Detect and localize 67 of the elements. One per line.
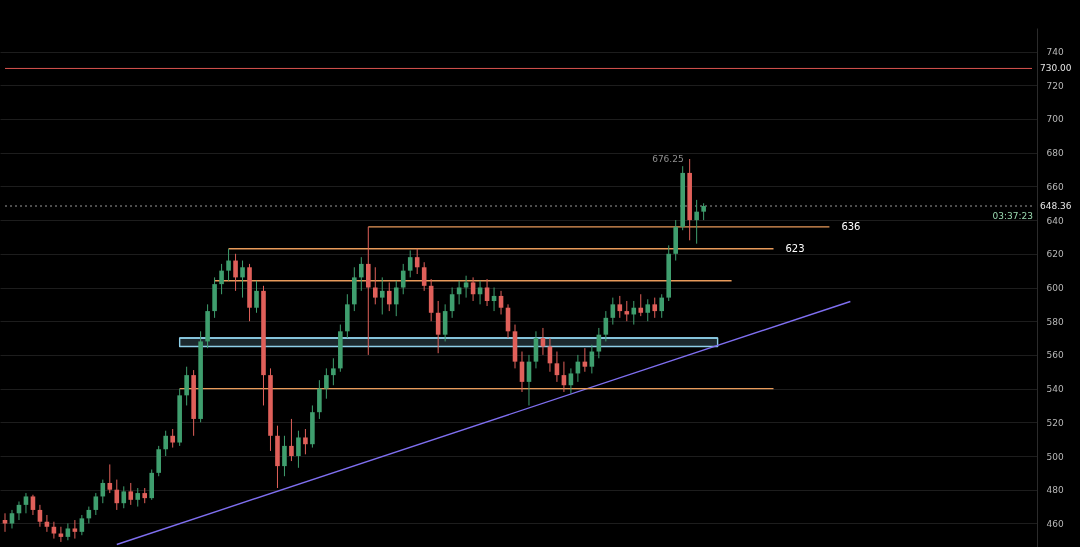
- candlestick: [645, 298, 651, 322]
- annotation: 676.25: [652, 154, 684, 165]
- candlestick: [170, 428, 175, 449]
- y-tick-label: 500: [1046, 451, 1064, 462]
- candlestick: [407, 249, 413, 278]
- candlestick: [156, 445, 161, 477]
- candlestick: [114, 479, 120, 511]
- candlestick: [610, 297, 616, 326]
- y-tick-label: 460: [1046, 518, 1064, 529]
- candlestick: [331, 357, 336, 386]
- candlestick: [65, 522, 71, 541]
- y-tick-label: 520: [1046, 417, 1064, 428]
- y-tick-label: 600: [1046, 283, 1064, 293]
- candlestick: [233, 253, 238, 292]
- candlestick: [240, 260, 245, 299]
- candlestick: [386, 281, 392, 312]
- y-tick-label: 560: [1046, 350, 1064, 361]
- candlestick: [652, 297, 658, 319]
- candlestick: [51, 521, 57, 540]
- annotation: 03:37:23: [992, 211, 1033, 222]
- y-tick-label: 620: [1046, 249, 1064, 260]
- candlestick: [107, 463, 113, 494]
- y-tick-label: 660: [1046, 181, 1064, 192]
- candlestick: [624, 300, 630, 322]
- y-tick-label: 700: [1046, 114, 1064, 125]
- y-tick-label: 540: [1046, 384, 1064, 395]
- candlestick: [324, 367, 329, 400]
- candlestick: [365, 226, 371, 356]
- y-tick-label: 720: [1046, 80, 1064, 91]
- y-tick-label: 680: [1046, 148, 1064, 159]
- candlestick: [659, 293, 665, 319]
- candlestick: [128, 482, 134, 506]
- candlestick: [121, 485, 127, 509]
- candlestick: [135, 487, 141, 508]
- candlestick: [163, 430, 168, 457]
- series-label: 623: [785, 242, 805, 254]
- candlestick: [72, 519, 78, 540]
- candlestick: [400, 263, 406, 295]
- candlestick: [93, 492, 99, 516]
- y-tick-label: 580: [1046, 316, 1064, 327]
- candlestick: [226, 248, 231, 282]
- y-tick-label: 480: [1046, 485, 1064, 496]
- candlestick: [372, 266, 378, 305]
- y-tick-label: 640: [1046, 215, 1064, 226]
- candlestick: [631, 300, 637, 326]
- candlestick: [289, 418, 294, 462]
- candlestick: [317, 379, 322, 420]
- candlestick: [184, 366, 189, 406]
- candlestick: [393, 280, 399, 317]
- candlestick: [296, 430, 301, 469]
- ref-line-label: 730.00: [1040, 63, 1072, 74]
- candlestick: [79, 514, 85, 536]
- candlestick: [219, 263, 224, 295]
- candlestick: [282, 435, 287, 477]
- ref-line-label: 648.36: [1040, 201, 1072, 212]
- candlestick: [463, 275, 469, 299]
- candlestick: [694, 199, 699, 245]
- candlestick: [638, 293, 644, 317]
- candlestick: [23, 492, 29, 514]
- candlestick: [30, 494, 36, 516]
- candlestick: [303, 428, 308, 455]
- candlestick: [254, 280, 259, 314]
- candlestick: [379, 276, 385, 315]
- series-label: 636: [841, 220, 861, 232]
- y-tick-label: 740: [1046, 47, 1064, 58]
- candlestick: [359, 256, 364, 292]
- candlestick: [617, 295, 623, 319]
